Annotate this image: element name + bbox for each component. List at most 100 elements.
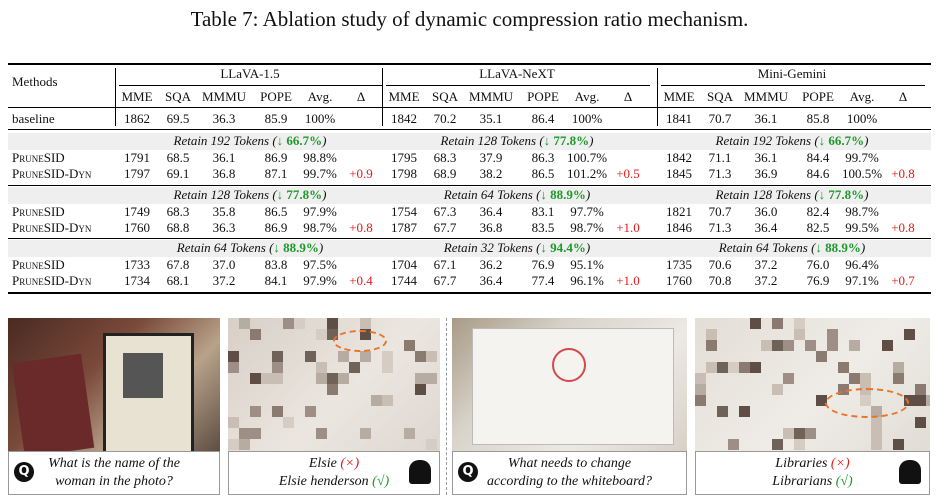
tile — [871, 428, 882, 439]
cell: 36.0 — [754, 204, 778, 219]
cell: 1791 — [124, 150, 150, 165]
highlight-ellipse — [333, 330, 387, 352]
cell: 1760 — [666, 273, 692, 288]
section-shade — [8, 240, 931, 257]
tile — [316, 329, 327, 340]
cell: 1787 — [391, 220, 417, 235]
group-rule — [119, 85, 383, 86]
group-rule — [661, 85, 925, 86]
cell: 68.3 — [433, 150, 457, 165]
tile — [904, 329, 915, 340]
column-header: MME — [388, 89, 420, 104]
cell: 99.5% — [845, 220, 879, 235]
column-header: SQA — [706, 89, 733, 104]
column-header: POPE — [260, 89, 292, 104]
cell: 76.0 — [806, 257, 830, 272]
tile — [239, 439, 250, 450]
cell: 98.7% — [845, 204, 879, 219]
tile — [871, 439, 882, 450]
group-divider — [382, 68, 383, 126]
tile — [228, 362, 239, 373]
tile — [849, 373, 860, 384]
cell: 83.8 — [264, 257, 288, 272]
tile — [349, 362, 360, 373]
cell: 82.4 — [806, 204, 830, 219]
tile — [838, 362, 849, 373]
cell: 36.8 — [479, 220, 503, 235]
cell: 69.1 — [166, 166, 190, 181]
cell: 1845 — [666, 166, 692, 181]
cell: 70.2 — [433, 111, 457, 126]
cell: 67.3 — [433, 204, 457, 219]
column-header: MME — [121, 89, 153, 104]
cell: 101.2% — [566, 166, 608, 181]
method-name: PruneSID-Dyn — [12, 166, 92, 181]
label-text: ) — [322, 133, 327, 148]
label-text: Retain 128 Tokens ( — [440, 133, 544, 148]
cell: 77.4 — [531, 273, 555, 288]
question-line: woman in the photo? — [55, 474, 173, 489]
cell: 100% — [571, 111, 603, 126]
column-header: SQA — [164, 89, 191, 104]
tile — [794, 428, 805, 439]
question-line: according to the whiteboard? — [487, 474, 652, 489]
method-name: PruneSID — [12, 257, 65, 272]
caption-box: Q What needs to change according to the … — [452, 451, 687, 495]
cell: 97.9% — [303, 204, 337, 219]
baseline-rule — [8, 129, 931, 130]
reduction: ↓ 88.9% — [540, 187, 586, 202]
label-text: Retain 64 Tokens ( — [443, 187, 541, 202]
tile — [316, 428, 327, 439]
tile — [739, 406, 750, 417]
cell: 85.9 — [264, 111, 288, 126]
cell: 86.4 — [531, 111, 555, 126]
cell: 86.9 — [264, 150, 288, 165]
question-icon: Q — [14, 462, 34, 482]
answer-text: Elsie henderson — [278, 474, 369, 489]
answer-line: Elsie henderson (√) — [229, 473, 439, 491]
cell: 68.1 — [166, 273, 190, 288]
tile — [816, 351, 827, 362]
cell: 100.5% — [841, 166, 883, 181]
cell: 1842 — [391, 111, 417, 126]
tile — [717, 362, 728, 373]
cell: 36.3 — [212, 111, 236, 126]
tile — [415, 384, 426, 395]
label-text: ) — [864, 133, 869, 148]
cell: 1862 — [124, 111, 150, 126]
methods-header: Methods — [12, 74, 58, 89]
header-rule — [8, 107, 931, 108]
method-name: PruneSID-Dyn — [12, 273, 92, 288]
column-header: MME — [663, 89, 695, 104]
section-rule — [8, 238, 931, 239]
tile — [415, 351, 426, 362]
cell: 99.7% — [845, 150, 879, 165]
tile — [316, 362, 327, 373]
tile — [706, 340, 717, 351]
cell: 76.9 — [531, 257, 555, 272]
section-label: Retain 64 Tokens (↓ 88.9%) — [115, 240, 385, 256]
cell: 67.8 — [166, 257, 190, 272]
cell: 70.7 — [708, 111, 732, 126]
cell: 37.2 — [754, 257, 778, 272]
tile — [327, 384, 338, 395]
label-text: Retain 32 Tokens ( — [443, 240, 541, 255]
answer-text: Libraries — [775, 456, 828, 471]
label-text: ) — [585, 187, 591, 202]
tile — [305, 351, 316, 362]
cell: 100% — [304, 111, 336, 126]
cell: 36.3 — [212, 220, 236, 235]
cell: 97.9% — [303, 273, 337, 288]
tile — [426, 373, 437, 384]
tile — [926, 395, 930, 406]
tile — [794, 439, 805, 450]
tile — [228, 351, 239, 362]
label-text: ) — [318, 240, 324, 255]
cell: 84.4 — [806, 150, 830, 165]
method-name: PruneSID — [12, 204, 65, 219]
book-cover — [11, 353, 95, 458]
reduction: ↓ 88.9% — [815, 240, 861, 255]
cell: 98.7% — [570, 220, 604, 235]
column-header: MMMU — [201, 89, 247, 104]
